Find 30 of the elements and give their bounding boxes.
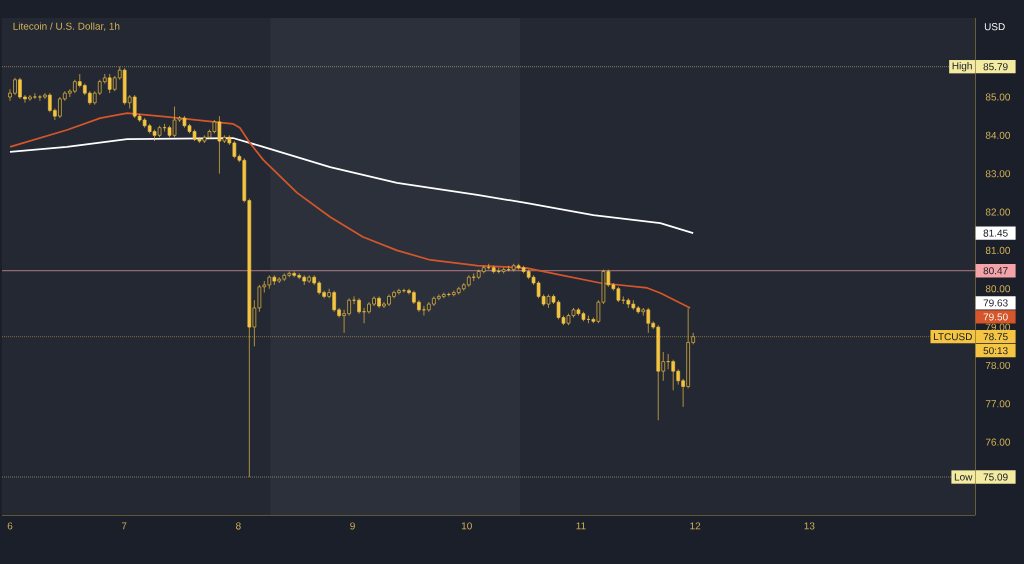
x-tick-label: 13 <box>804 522 815 530</box>
y-tick-label: 81.00 <box>985 246 1011 254</box>
x-tick-label: 7 <box>121 522 127 530</box>
text: 50:13 <box>983 347 1008 355</box>
y-tick-label: 84.00 <box>985 131 1011 139</box>
annotation: 85.79 <box>983 63 1008 71</box>
x-tick-label: 9 <box>350 522 355 530</box>
y-tick-label: 77.00 <box>985 400 1011 408</box>
y-tick-label: 82.00 <box>985 208 1011 216</box>
chart-title: Litecoin / U.S. Dollar, 1h <box>13 22 120 31</box>
annotation: 81.45 <box>983 229 1008 237</box>
annotation: 80.47 <box>983 267 1008 275</box>
annotation: 75.09 <box>983 473 1008 481</box>
x-tick-label: 11 <box>576 522 586 530</box>
y-tick-label: 76.00 <box>985 438 1011 446</box>
x-tick-label: 8 <box>236 522 241 530</box>
annotation: 79.63 <box>983 299 1008 307</box>
x-tick-label: 6 <box>7 522 13 530</box>
y-tick-label: 78.00 <box>985 361 1011 369</box>
x-tick-label: 12 <box>690 522 701 530</box>
x-tick-label: 10 <box>461 522 472 530</box>
y-tick-label: 85.00 <box>985 93 1011 101</box>
y-axis-title: USD <box>984 23 1005 31</box>
annotation: 78.75 <box>983 333 1008 341</box>
ref-line-label: Low <box>954 473 973 481</box>
text: 79.50 <box>983 313 1008 321</box>
y-tick-label: 80.00 <box>985 285 1011 293</box>
y-tick-label: 83.00 <box>985 170 1011 178</box>
ref-line-label: High <box>952 62 972 72</box>
ref-line-label: LTCUSD <box>933 333 972 341</box>
